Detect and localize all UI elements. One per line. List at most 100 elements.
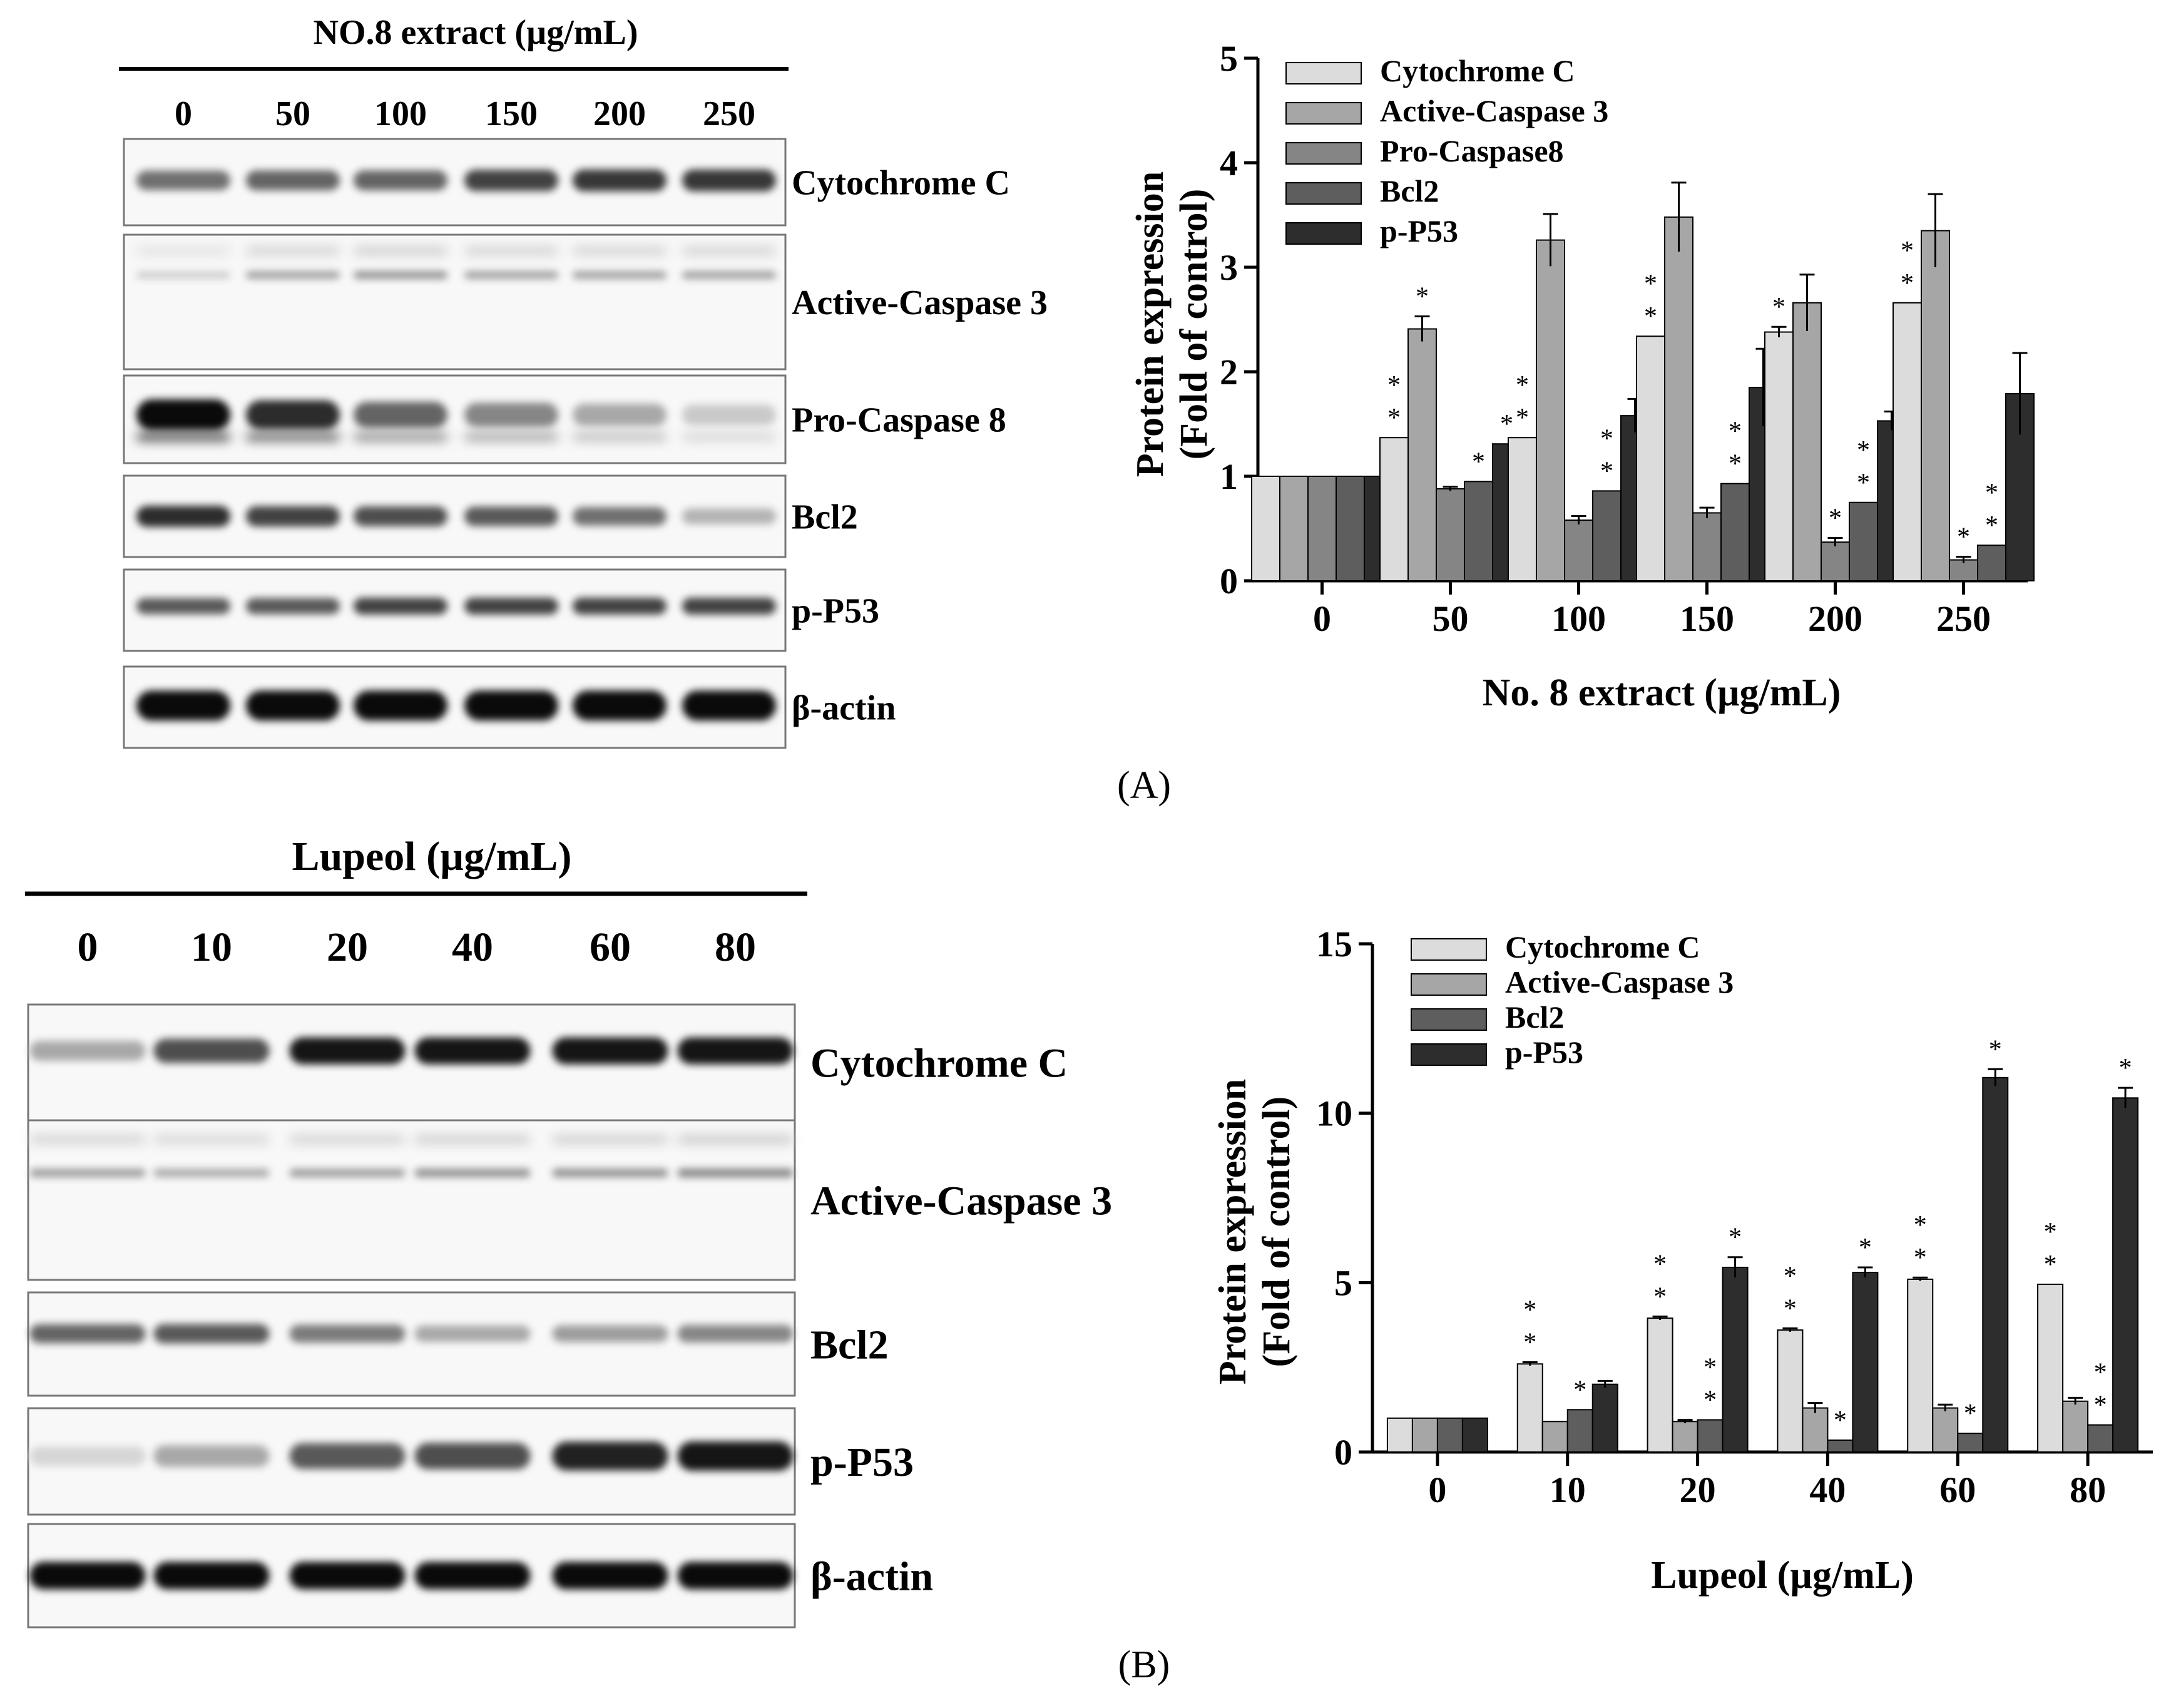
chart-a-x-tick-label: 100 <box>1551 598 1606 639</box>
blot-a-row-actin: β-actin <box>123 665 896 749</box>
blot-b-band <box>153 1168 270 1177</box>
blot-a-band <box>354 598 447 615</box>
blot-a-membrane <box>123 474 787 558</box>
chart-a-bar-active-caspase-3 <box>1536 239 1565 581</box>
chart-a-bar-bcl2 <box>1336 476 1365 581</box>
chart-b-legend-swatch-active-caspase-3 <box>1411 973 1487 996</box>
blot-a-band-secondary <box>464 247 558 255</box>
chart-b-legend-swatch-bcl2 <box>1411 1008 1487 1031</box>
chart-b-bar-active-caspase-3 <box>1411 1417 1438 1453</box>
chart-b-bar-bcl2 <box>2087 1424 2114 1453</box>
blot-a-band-secondary <box>136 247 230 255</box>
blot-a-band <box>136 399 230 431</box>
blot-b-title: Lupeol (µg/mL) <box>292 834 572 879</box>
blot-a-lane-label: 250 <box>703 95 755 133</box>
blot-a-lane-label: 150 <box>485 95 538 133</box>
blot-a: NO.8 extract (µg/mL) 0 50 100 150 200 250 Cyto… <box>119 13 1048 749</box>
panel-label-a: (A) <box>1117 764 1171 807</box>
blot-a-band <box>464 690 558 721</box>
blot-b-band-secondary <box>677 1135 794 1143</box>
chart-a-y-tick-label: 0 <box>1220 561 1238 601</box>
blot-b-band <box>153 1324 270 1344</box>
chart-a-x-tick-label: 250 <box>1936 598 1991 639</box>
chart-b-significance-mark: * <box>1729 1224 1742 1252</box>
chart-a-significance-mark: * * <box>1901 237 1914 298</box>
blot-a-band <box>246 598 340 615</box>
chart-a-bar-bcl2 <box>1977 545 2006 581</box>
blot-a-membrane <box>123 233 787 371</box>
blot-a-band <box>464 170 558 192</box>
chart-a-legend-swatch-p-p53 <box>1285 222 1362 245</box>
chart-b-y-tick-label: 10 <box>1316 1093 1352 1134</box>
blot-b-band <box>289 1168 406 1177</box>
blot-b-band <box>29 1168 146 1177</box>
blot-b-band <box>153 1445 270 1467</box>
blot-b-band <box>552 1325 668 1342</box>
chart-a-legend-swatch-active-caspase-3 <box>1285 102 1362 125</box>
chart-a-y-tick-label: 4 <box>1220 143 1238 183</box>
chart-b-y-axis-label-line2: (Fold of control) <box>1255 1097 1298 1368</box>
blot-a-band <box>573 507 667 526</box>
chart-a-bar-active-caspase-3 <box>1407 328 1437 582</box>
chart-b-significance-mark: * * <box>2044 1218 2057 1279</box>
chart-b-significance-mark: * <box>1573 1376 1586 1404</box>
chart-a-legend-swatch-cytochrome-c <box>1285 62 1362 84</box>
chart-b-significance-mark: * * <box>1914 1211 1927 1272</box>
blot-a-row-pro-caspase-8: Pro-Caspase 8 <box>123 374 1006 464</box>
blot-a-band <box>682 508 776 524</box>
chart-a-legend-label-bcl2: Bcl2 <box>1380 173 1439 208</box>
chart-b-x-axis-label: Lupeol (µg/mL) <box>1651 1554 1914 1597</box>
blot-b-lane-label: 0 <box>78 924 98 970</box>
chart-a-bar-pro-caspase8 <box>1307 476 1337 581</box>
chart-a-x-tick-label: 0 <box>1313 598 1331 639</box>
blot-b-band <box>29 1041 146 1061</box>
chart-b-bar-p-p53 <box>1461 1417 1488 1453</box>
chart-b-bar-p-p53 <box>1722 1266 1749 1453</box>
chart-b-significance-mark: * <box>1859 1234 1872 1262</box>
chart-a-y-axis-label-line2: (Fold of control) <box>1173 189 1215 460</box>
blot-a-band-secondary <box>136 433 230 441</box>
blot-b-membrane <box>27 1291 796 1397</box>
chart-b-significance-mark: * * <box>1523 1296 1536 1358</box>
chart-a-y-tick-label: 3 <box>1220 247 1238 288</box>
blot-b-row-active-caspase-3: Active-Caspase 3 <box>27 1119 1112 1281</box>
chart-b-x-tick-label: 80 <box>2070 1470 2106 1510</box>
chart-a-significance-mark: * <box>1416 282 1429 311</box>
blot-b-band <box>29 1446 146 1466</box>
chart-a-bar-cytochrome-c <box>1379 437 1409 582</box>
blot-b-lane-label: 10 <box>191 924 232 970</box>
blot-b-band <box>29 1324 146 1344</box>
blot-a-band <box>246 506 340 527</box>
blot-a-band <box>464 402 558 427</box>
blot-a-lane-label: 0 <box>175 95 192 133</box>
blot-b-band <box>414 1443 531 1470</box>
blot-a-band-secondary <box>464 433 558 441</box>
chart-a-bar-bcl2 <box>1464 481 1493 581</box>
blot-a-band <box>354 402 447 428</box>
blot-b-band <box>677 1441 794 1471</box>
blot-a-row-active-caspase-3: Active-Caspase 3 <box>123 233 1048 371</box>
blot-a-band <box>464 271 558 279</box>
chart-a-bar-pro-caspase8 <box>1821 541 1850 582</box>
chart-a-x-tick-label: 200 <box>1808 598 1862 639</box>
blot-b-band <box>677 1324 794 1343</box>
chart-b-y-tick-label: 15 <box>1316 924 1352 964</box>
blot-b-row-cytochrome-c: Cytochrome C <box>27 1003 1068 1122</box>
blot-a-band-secondary <box>246 247 340 255</box>
chart-b-bar-bcl2 <box>1566 1409 1593 1453</box>
blot-b-band-secondary <box>552 1135 668 1143</box>
chart-b-legend-label-bcl2: Bcl2 <box>1505 1000 1564 1035</box>
chart-b-significance-mark: * * <box>2094 1359 2107 1420</box>
blot-b-band <box>153 1562 270 1590</box>
chart-b-legend-label-p-p53: p-P53 <box>1505 1035 1583 1070</box>
blot-a-row-label: Cytochrome C <box>792 164 1010 203</box>
chart-b-legend-label-cytochrome-c: Cytochrome C <box>1505 929 1700 964</box>
chart-a-bar-pro-caspase8 <box>1692 512 1722 582</box>
chart-a-legend-swatch-bcl2 <box>1285 182 1362 205</box>
blot-b-membrane <box>27 1119 796 1281</box>
chart-b-bar-bcl2 <box>1827 1440 1854 1453</box>
blot-a-band-secondary <box>354 247 447 255</box>
chart-b-bar-cytochrome-c <box>1907 1278 1934 1453</box>
chart-a-bar-pro-caspase8 <box>1564 519 1593 582</box>
